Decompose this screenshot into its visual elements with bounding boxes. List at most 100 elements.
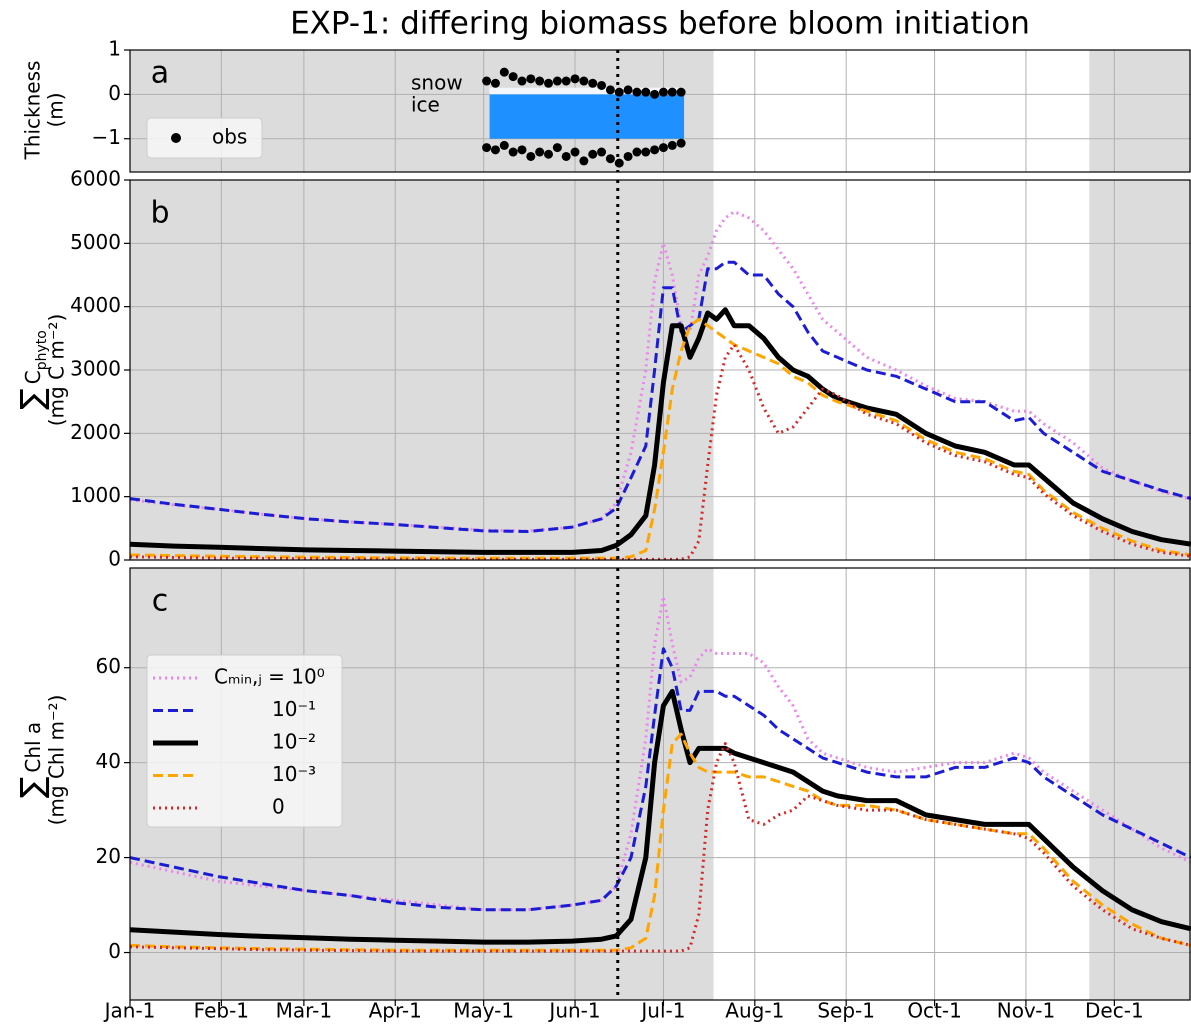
obs-point [499,140,509,150]
obs-point [526,74,536,84]
y-tick-label: 20 [96,844,121,868]
obs-point [517,145,527,155]
legend-marker [171,133,181,143]
y-label-main: C [21,370,45,384]
series-line [130,307,1191,555]
obs-point [490,78,500,88]
snow-layer [489,87,685,95]
obs-point [517,76,527,86]
obs-point [650,89,660,99]
y-tick-label: 40 [96,749,121,773]
obs-point [561,151,571,161]
y-label-sub: phyto [34,330,50,370]
y-tick-label: 0 [108,81,121,105]
obs-point [579,156,589,166]
obs-point [579,76,589,86]
legend-box [146,117,263,159]
plot-frame [129,49,1191,173]
x-tick-label: Jul-1 [639,999,685,1023]
x-tick-label: Jun-1 [547,999,600,1023]
y-tick-label: 2000 [70,420,121,444]
obs-point [508,72,518,82]
obs-point [490,145,500,155]
obs-point [544,149,554,159]
chart-title: EXP-1: differing biomass before bloom in… [290,6,1030,42]
y-tick-label: 0 [108,547,121,571]
panel-label: a [151,56,169,91]
y-tick-label: 6000 [70,167,121,191]
obs-point [667,140,677,150]
obs-point [641,147,651,157]
y-label-main: Chl a [21,722,45,773]
y-tick-label: 60 [96,654,121,678]
obs-point [667,87,677,97]
obs-point [658,143,668,153]
obs-point [544,78,554,88]
sum-symbol: ∑ [13,388,51,410]
obs-point [623,151,633,161]
plot-area [130,50,1191,172]
plot-area [130,180,1191,560]
x-tick-label: Feb-1 [194,999,249,1023]
obs-point [597,147,607,157]
obs-point [632,147,642,157]
obs-point [605,154,615,164]
series-line [130,688,1191,945]
series-line [130,742,1191,953]
panel-label: b [150,196,169,231]
y-axis-label: Thickness [21,61,45,161]
obs-point [623,85,633,95]
y-tick-label: 4000 [70,293,121,317]
panel: 0 1000 2000 3000 4000 5000 6000 b [70,167,1191,571]
obs-point [499,67,509,77]
legend-label: 10⁻¹ [272,697,316,721]
obs-point [632,87,642,97]
obs-point [552,143,562,153]
x-tick-label: Mar-1 [276,999,332,1023]
annotation: ice [411,93,440,117]
x-tick-label: Apr-1 [369,999,422,1023]
obs-point [605,85,615,95]
legend-label: 10⁻² [272,730,316,754]
panel-label: c [152,584,169,619]
obs-point [570,74,580,84]
y-axis-label: ∑ Cphyto [13,330,51,410]
legend-label: 10⁻³ [272,762,316,786]
x-tick-label: Dec-1 [1085,999,1144,1023]
x-tick-label: Jan-1 [103,999,156,1023]
y-tick-label: 3000 [70,357,121,381]
shaded-period [1089,50,1191,172]
obs-point [588,78,598,88]
y-tick-label: 1 [108,37,121,61]
obs-point [535,147,545,157]
obs-point [641,87,651,97]
obs-point [650,145,660,155]
obs-point [597,80,607,90]
obs-point [588,149,598,159]
obs-point [535,76,545,86]
obs-point [508,147,518,157]
obs-point [676,138,686,148]
legend-label: obs [212,125,247,149]
x-tick-label: Aug-1 [725,999,784,1023]
series-line [130,260,1191,533]
plot-frame [129,567,1191,1001]
y-tick-label: 1000 [70,483,121,507]
legend-label: Cₘᵢₙ,ⱼ = 10⁰ [214,665,325,689]
x-tick-label: Oct-1 [907,999,962,1023]
legend-label: 0 [272,795,285,819]
legend-box [146,654,343,828]
y-axis-units: (mg C m⁻²) [45,314,69,427]
y-axis-label: (m) [44,92,68,127]
obs-point [561,76,571,86]
sum-symbol: ∑ [13,777,51,799]
obs-point [526,151,536,161]
obs-point [570,147,580,157]
obs-point [482,76,492,86]
panel: Cₘᵢₙ,ⱼ = 10⁰ 10⁻¹ 10⁻² 10⁻³ 0 0 20 40 60 Jan-1 Feb… [96,567,1191,1023]
obs-point [658,87,668,97]
y-tick-label: −1 [92,125,121,149]
y-axis-units: (mg Chl m⁻²) [45,695,69,826]
